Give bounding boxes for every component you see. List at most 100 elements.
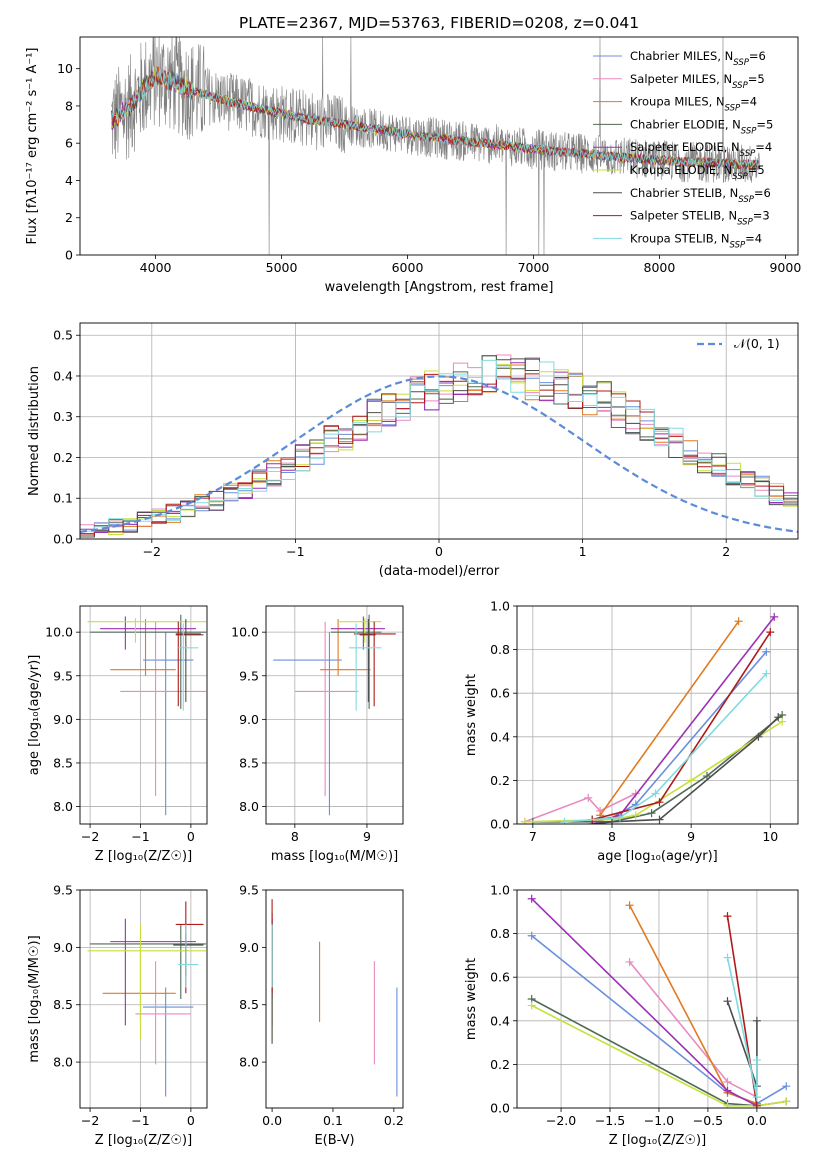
x-tick-label: 10	[762, 829, 778, 844]
data-point-marker	[527, 1001, 536, 1010]
y-tick-label: 9.0	[239, 940, 259, 955]
histogram-step	[80, 355, 798, 538]
axes-frame	[79, 605, 208, 825]
legend-entry: Chabrier STELIB, NSSP=6	[630, 186, 771, 205]
chart-residuals: −2 −1 0 1 2 0.0 0.1 0.2 0.3 0.4 0.5 (data-model)/er…	[27, 322, 799, 579]
chart-massweight-vs-Z: −2.0 −1.5 −1.0 −0.5 0.0 0.0 0.2 0.4 0.6 0.8 1.0 Z […	[464, 883, 799, 1148]
data-point-marker	[723, 1101, 732, 1108]
data-point-marker	[723, 912, 732, 921]
data-point-marker	[625, 901, 634, 910]
y-tick-label: 6	[65, 136, 73, 151]
chart-age-vs-Z: −2 −1 0 8.0 8.5 9.0 9.5 10.0 Z [log₁₀(Z/Z☉)] age …	[27, 605, 208, 864]
y-axis-label: Flux [fλ10⁻¹⁷ erg cm⁻² s⁻¹ A⁻¹]	[25, 48, 40, 245]
data-point-marker	[655, 815, 664, 824]
x-tick-label: −0.5	[693, 1113, 723, 1128]
x-tick-label: −2	[81, 1113, 99, 1128]
data-point-marker	[625, 957, 634, 966]
y-tick-label: 0.3	[53, 409, 73, 424]
data-point-marker	[770, 612, 779, 621]
x-tick-label: 6000	[392, 260, 424, 275]
y-tick-label: 0.5	[53, 328, 73, 343]
x-tick-label: 0.2	[384, 1113, 404, 1128]
y-tick-label: 0	[65, 248, 73, 263]
series-line	[531, 1004, 787, 1107]
data-point-marker	[527, 931, 536, 940]
y-axis-label: age [log₁₀(age/yr)]	[27, 655, 42, 776]
histogram-step	[80, 354, 798, 528]
x-axis-label: age [log₁₀(age/yr)]	[597, 849, 718, 864]
y-tick-label: 8.5	[53, 997, 73, 1012]
data-point-marker	[615, 813, 624, 822]
data-point-marker	[752, 1016, 761, 1025]
x-tick-label: 7000	[518, 260, 550, 275]
axes-frame	[516, 889, 799, 1109]
x-tick-label: −2.0	[546, 1113, 576, 1128]
x-tick-label: 8	[608, 829, 616, 844]
y-tick-label: 9.5	[239, 668, 259, 683]
y-tick-label: 9.0	[53, 940, 73, 955]
data-point-marker	[752, 1101, 761, 1108]
data-point-marker	[762, 669, 771, 678]
series-line	[726, 957, 758, 1098]
data-point-marker	[560, 817, 569, 824]
legend-entry: Chabrier MILES, NSSP=6	[630, 49, 766, 68]
x-tick-label: 1	[579, 544, 587, 559]
x-tick-label: 9	[363, 829, 371, 844]
y-tick-label: 0.0	[490, 817, 510, 832]
x-tick-label: −1.0	[644, 1113, 674, 1128]
legend: Chabrier MILES, NSSP=6 Salpeter MILES, NS…	[593, 49, 773, 250]
y-tick-label: 0.2	[53, 450, 73, 465]
axes-frame	[79, 889, 208, 1109]
plot-area	[271, 899, 398, 1097]
y-tick-label: 10.0	[45, 625, 73, 640]
histogram-step	[80, 357, 798, 534]
y-tick-label: 9.5	[239, 883, 259, 898]
plot-area	[87, 614, 206, 816]
histogram-step	[80, 364, 798, 538]
y-axis-label: mass weight	[464, 674, 479, 756]
axes-frame	[265, 889, 404, 1109]
model-spectrum-line	[111, 67, 760, 169]
x-tick-label: −1	[131, 829, 149, 844]
data-point-marker	[723, 953, 732, 962]
plots: 4000 5000 6000 7000 8000 90000246810wavelengt…	[25, 36, 801, 1148]
data-point-marker	[631, 811, 640, 820]
legend-entry: Chabrier ELODIE, NSSP=5	[630, 117, 773, 136]
gaussian-curve	[80, 375, 798, 533]
data-point-marker	[762, 647, 771, 656]
y-tick-label: 0.4	[490, 729, 510, 744]
y-tick-label: 1.0	[490, 599, 510, 614]
chart-mass-vs-Z: −2 −1 0 8.0 8.5 9.0 9.5 Z [log₁₀(Z/Z☉)] mass [lo…	[27, 883, 208, 1148]
y-tick-label: 8.0	[53, 799, 73, 814]
plot-area	[111, 37, 761, 255]
y-tick-label: 8.0	[239, 799, 259, 814]
y-tick-label: 4	[65, 173, 73, 188]
plot-area	[520, 612, 787, 824]
data-point-marker	[702, 772, 711, 781]
y-tick-label: 8.5	[53, 755, 73, 770]
x-axis-label: mass [log₁₀(M/M☉)]	[271, 849, 398, 864]
y-tick-label: 0.0	[490, 1101, 510, 1116]
x-tick-label: 0	[187, 1113, 195, 1128]
data-point-marker	[782, 1097, 791, 1106]
y-tick-label: 0.2	[490, 1057, 510, 1072]
y-tick-label: 2	[65, 210, 73, 225]
data-point-marker	[734, 617, 743, 626]
y-tick-label: 0.2	[490, 773, 510, 788]
legend-entry: Salpeter STELIB, NSSP=3	[630, 209, 770, 228]
y-tick-label: 0.8	[490, 642, 510, 657]
data-point-marker	[774, 713, 783, 722]
x-tick-label: −1.5	[595, 1113, 625, 1128]
y-tick-label: 10.0	[231, 625, 259, 640]
data-point-marker	[655, 798, 664, 807]
data-point-marker	[766, 628, 775, 637]
plot-area	[80, 354, 798, 538]
axes-frame	[79, 322, 799, 540]
y-tick-label: 9.0	[53, 712, 73, 727]
series-line	[532, 714, 783, 823]
y-tick-label: 0.1	[53, 491, 73, 506]
series-line	[592, 716, 779, 824]
x-tick-label: 0	[187, 829, 195, 844]
x-axis-label: (data-model)/error	[379, 564, 500, 579]
